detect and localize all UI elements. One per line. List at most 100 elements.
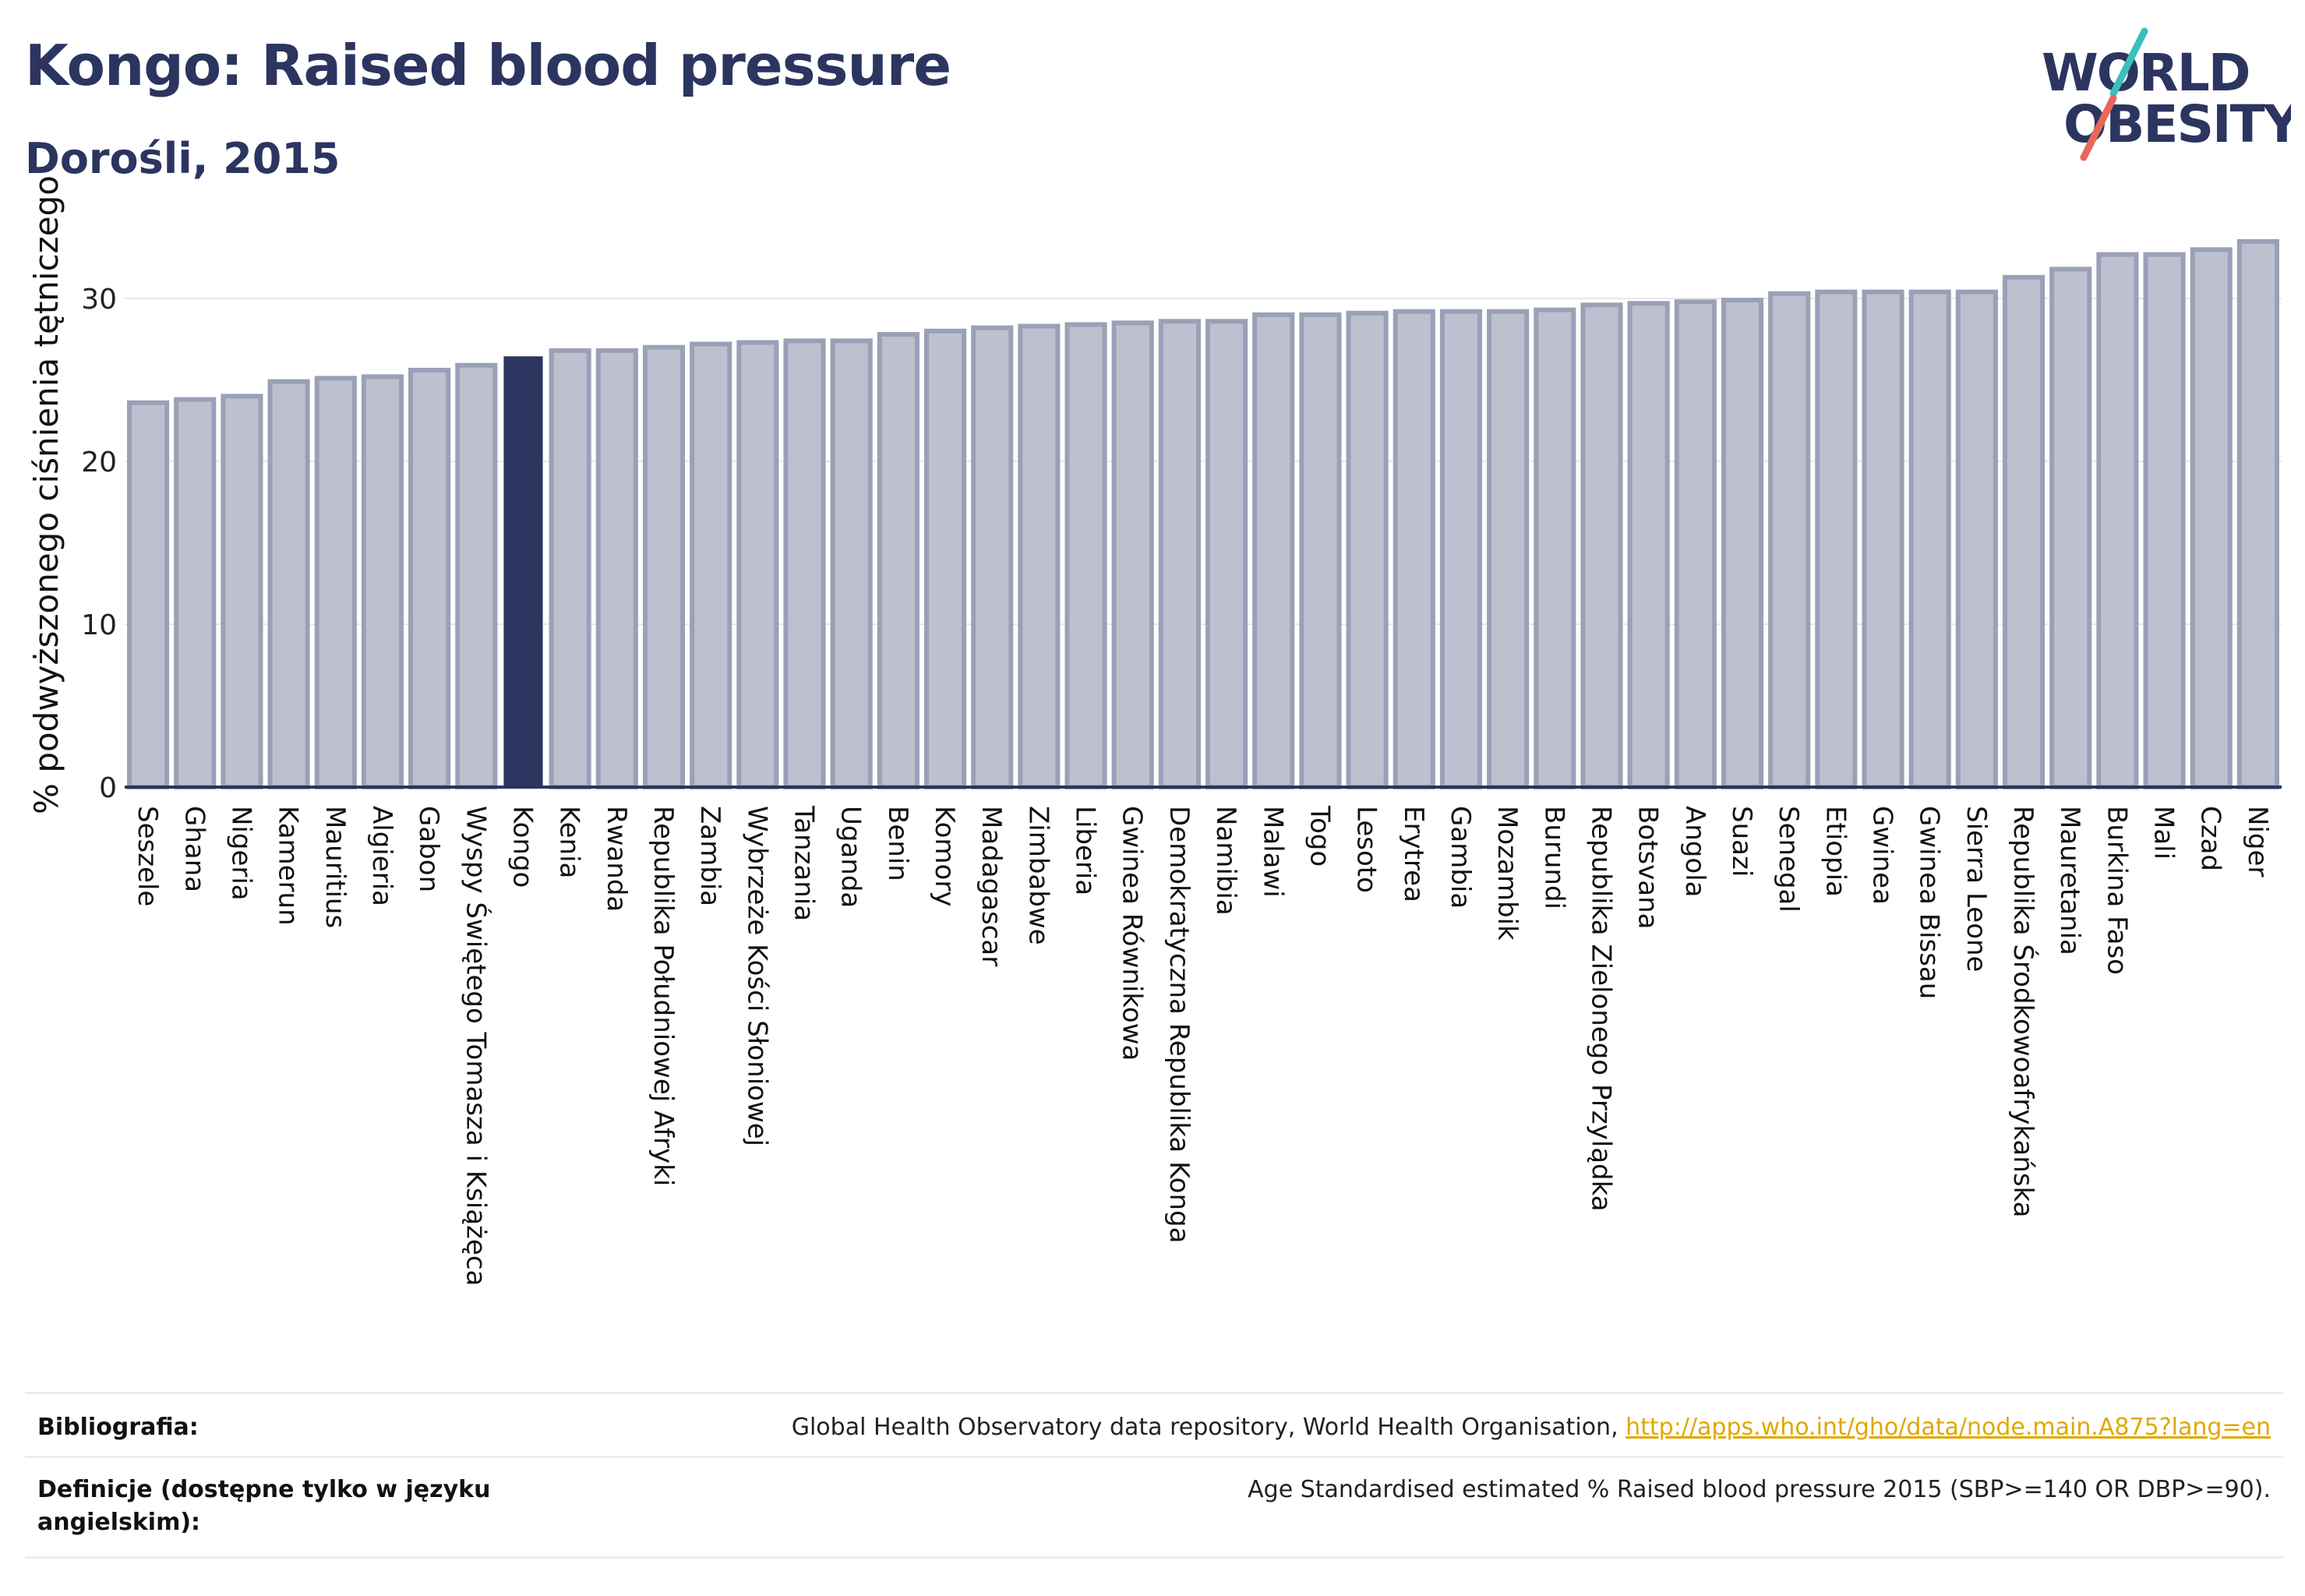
x-category-label: Zambia	[694, 806, 725, 906]
x-category-label: Kongo	[507, 806, 538, 888]
bar	[736, 340, 779, 789]
bar	[455, 362, 498, 789]
bar	[1674, 299, 1717, 789]
bar	[1064, 322, 1107, 789]
bar	[221, 394, 263, 789]
x-category-label: Angola	[1679, 806, 1710, 897]
bar	[549, 348, 591, 789]
bar	[2236, 238, 2279, 790]
x-category-label: Senegal	[1773, 806, 1804, 913]
x-category-label: Wybrzeże Kości Słoniowej	[741, 806, 772, 1146]
x-category-label: Gwinea Bissau	[1914, 806, 1945, 999]
x-category-label: Niger	[2242, 806, 2273, 877]
footer: Bibliografia: Global Health Observatory …	[25, 1392, 2283, 1559]
bar	[174, 397, 217, 790]
chart-subtitle: Dorośli, 2015	[25, 134, 341, 183]
bar	[1439, 309, 1483, 790]
bibliography-link[interactable]: http://apps.who.int/gho/data/node.main.A…	[1626, 1414, 2271, 1441]
bar	[1721, 298, 1764, 789]
x-category-label: Suazi	[1726, 806, 1757, 877]
bar	[1205, 319, 1248, 789]
bar	[1955, 289, 1998, 789]
x-category-label: Gambia	[1445, 806, 1476, 909]
bar	[783, 338, 826, 789]
x-category-label: Republika Zielonego Przylądka	[1585, 806, 1616, 1212]
x-category-label: Rwanda	[601, 806, 632, 912]
y-tick-label: 0	[99, 772, 117, 804]
bar	[267, 379, 310, 789]
x-category-label: Seszele	[132, 806, 163, 906]
definition-value: Age Standardised estimated % Raised bloo…	[1248, 1476, 2271, 1503]
bar	[1815, 289, 1858, 789]
bar	[1111, 320, 1154, 790]
bibliography-label: Bibliografia:	[37, 1414, 199, 1441]
bar	[2096, 252, 2139, 789]
x-category-label: Nigeria	[225, 806, 256, 901]
x-category-label: Ghana	[178, 806, 210, 892]
bar	[1393, 309, 1435, 790]
bar	[1768, 291, 1811, 790]
footer-row-definition: Definicje (dostępne tylko w języku angie…	[25, 1456, 2283, 1559]
bar	[971, 325, 1014, 789]
x-category-label: Benin	[882, 806, 913, 881]
y-axis-label: % podwyższonego ciśnienia tętniczego	[27, 175, 65, 814]
bar	[1487, 309, 1530, 790]
bar	[408, 367, 451, 789]
x-category-label: Burkina Faso	[2101, 806, 2132, 975]
x-category-label: Mauritius	[319, 806, 351, 928]
x-category-label: Kamerun	[273, 806, 304, 926]
logo-slash-teal	[2109, 27, 2148, 97]
x-category-label: Gwinea	[1867, 806, 1898, 905]
x-category-label: Etiopia	[1820, 806, 1851, 897]
logo-line1: WORLD	[2042, 43, 2250, 103]
logo-mark: WORLD OBESITY	[2042, 27, 2303, 161]
bar	[1299, 312, 1342, 789]
x-category-label: Demokratyczna Republika Konga	[1163, 806, 1195, 1243]
bar	[1534, 307, 1576, 789]
bar	[1862, 289, 1904, 789]
y-tick-label: 30	[81, 284, 117, 316]
x-category-label: Tanzania	[789, 805, 820, 921]
bar	[127, 400, 170, 789]
bar	[1346, 310, 1389, 789]
bar-chart: 0 10 20 30 Seszele Ghana Nigeria Kamerun Maurit…	[27, 175, 2282, 1286]
x-category-label: Burundi	[1538, 806, 1569, 909]
x-category-label: Lesoto	[1351, 806, 1382, 893]
bar	[830, 338, 873, 789]
bars	[127, 238, 2279, 790]
bar	[1252, 312, 1295, 789]
bar	[2049, 267, 2092, 789]
x-category-label: Gabon	[413, 806, 444, 892]
x-category-label: Madagascar	[976, 806, 1007, 966]
bar	[2143, 252, 2186, 789]
world-obesity-logo: WORLD OBESITY	[2026, 23, 2303, 164]
chart-title: Kongo: Raised blood pressure	[25, 33, 951, 98]
x-category-label: Czad	[2195, 806, 2226, 871]
bar	[1627, 301, 1670, 789]
bar	[877, 331, 920, 790]
x-category-label: Sierra Leone	[1961, 806, 1992, 972]
x-category-label: Algieria	[366, 806, 397, 906]
x-category-label: Republika Południowej Afryki	[648, 806, 679, 1186]
bar	[690, 341, 732, 789]
bar	[1908, 289, 1951, 789]
y-ticks: 0 10 20 30	[81, 284, 117, 804]
x-category-label: Mauretania	[2054, 806, 2085, 955]
definition-label: Definicje (dostępne tylko w języku angie…	[37, 1476, 491, 1536]
x-category-label: Malawi	[1257, 806, 1288, 898]
x-category-label: Mali	[2148, 806, 2180, 860]
bar	[1580, 302, 1623, 789]
logo-slash-red	[2080, 94, 2117, 161]
bar	[642, 344, 686, 789]
y-tick-label: 20	[81, 447, 117, 478]
x-category-label: Uganda	[835, 806, 867, 908]
bibliography-value: Global Health Observatory data repositor…	[792, 1411, 2271, 1444]
bar	[361, 374, 404, 789]
x-category-label: Liberia	[1070, 806, 1101, 895]
footer-row-bibliography: Bibliografia: Global Health Observatory …	[25, 1392, 2283, 1458]
x-category-label: Republika Środkowoafrykańska	[2007, 806, 2039, 1217]
x-category-label: Erytrea	[1398, 806, 1429, 902]
x-category-label: Botsvana	[1633, 806, 1664, 930]
x-category-label: Togo	[1304, 805, 1335, 867]
bibliography-text: Global Health Observatory data repositor…	[791, 1414, 1626, 1441]
